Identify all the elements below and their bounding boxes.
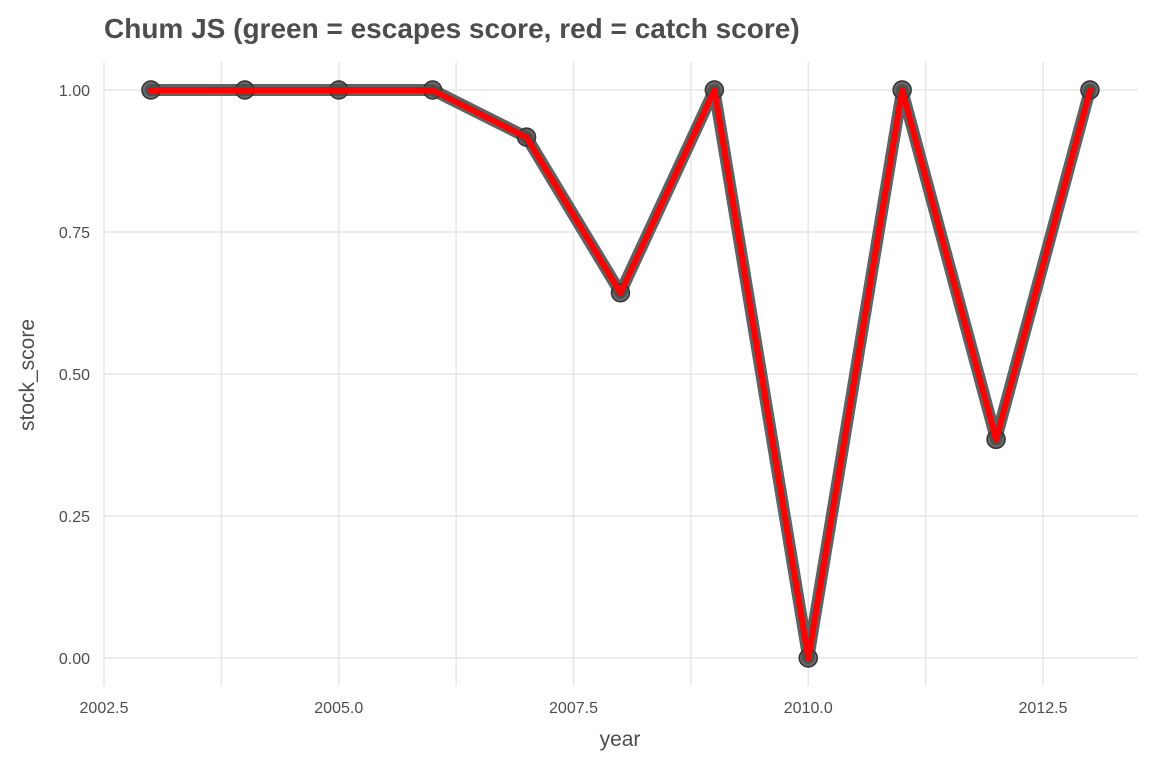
x-tick-label: 2002.5 bbox=[80, 700, 129, 717]
x-tick-label: 2012.5 bbox=[1019, 700, 1068, 717]
y-tick-label: 1.00 bbox=[59, 83, 90, 100]
x-tick-label: 2005.0 bbox=[314, 700, 363, 717]
y-tick-label: 0.25 bbox=[59, 509, 90, 526]
x-tick-label: 2007.5 bbox=[549, 700, 598, 717]
y-axis-title: stock_score bbox=[16, 319, 39, 431]
y-axis-ticks: 0.00 0.25 0.50 0.75 1.00 bbox=[59, 83, 90, 668]
y-tick-label: 0.00 bbox=[59, 651, 90, 668]
chart-title: Chum JS (green = escapes score, red = ca… bbox=[104, 13, 800, 44]
x-axis-ticks: 2002.5 2005.0 2007.5 2010.0 2012.5 bbox=[80, 700, 1068, 717]
x-tick-label: 2010.0 bbox=[784, 700, 833, 717]
series-line-red bbox=[147, 87, 1093, 661]
y-tick-label: 0.50 bbox=[59, 367, 90, 384]
series-layer bbox=[141, 80, 1100, 668]
y-tick-label: 0.75 bbox=[59, 225, 90, 242]
grid-lines bbox=[103, 62, 1138, 686]
x-axis-title: year bbox=[600, 728, 641, 751]
